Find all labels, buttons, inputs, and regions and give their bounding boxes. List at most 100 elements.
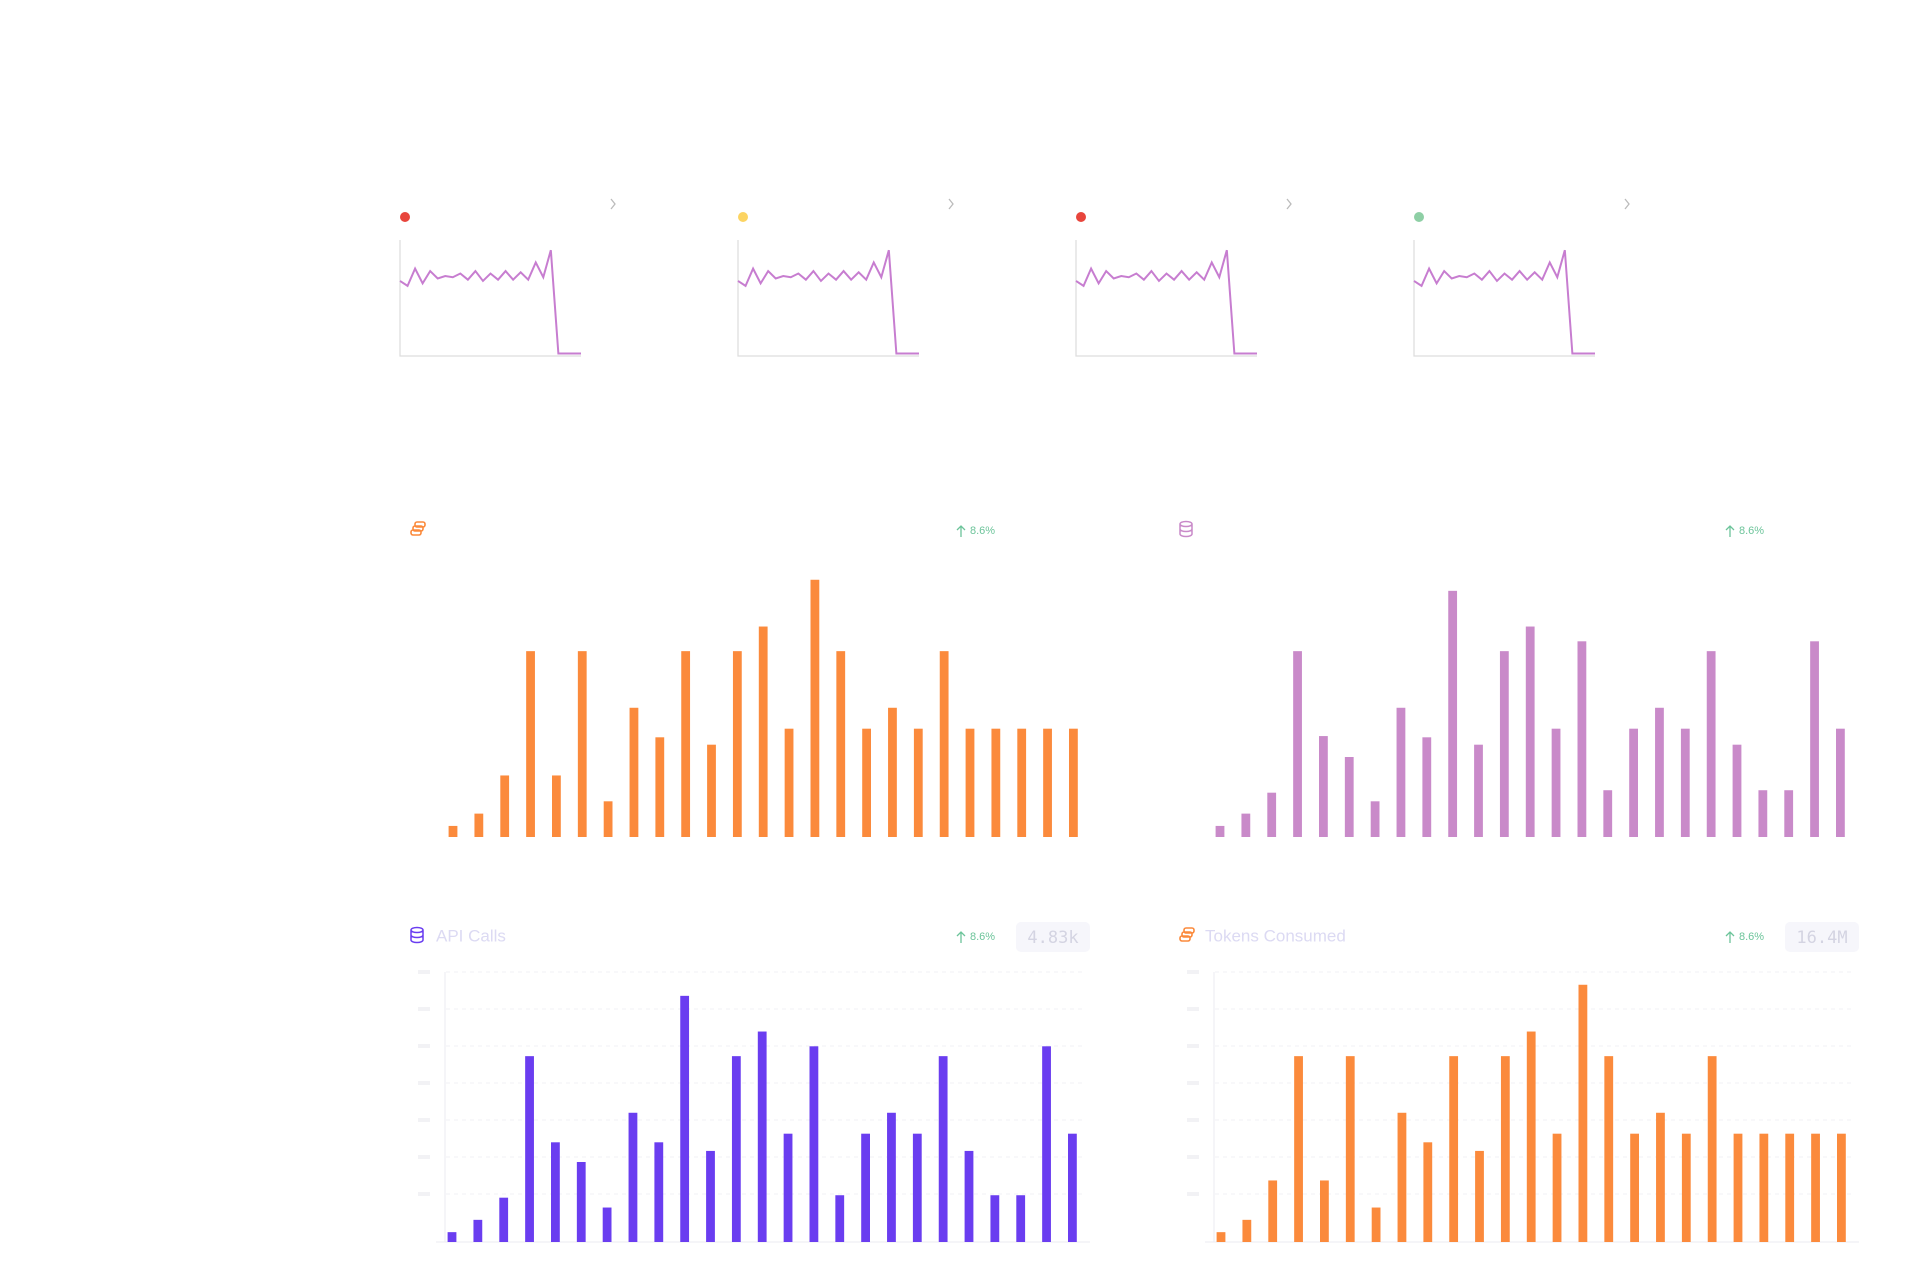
bar xyxy=(1371,1207,1381,1242)
sparkline-axes xyxy=(737,240,919,357)
change-label: 8.6% xyxy=(970,525,995,537)
bar xyxy=(474,813,484,837)
tick-placeholder xyxy=(1187,1192,1199,1196)
sparkline xyxy=(1413,249,1595,355)
bar xyxy=(1216,1232,1226,1242)
bar xyxy=(576,1161,586,1242)
bar xyxy=(784,728,794,837)
bar xyxy=(758,626,768,837)
bar xyxy=(1242,1219,1252,1242)
sparkline xyxy=(737,249,919,355)
bar xyxy=(1042,1046,1051,1242)
bar xyxy=(552,775,561,837)
bar xyxy=(1344,756,1354,837)
bar xyxy=(939,651,949,837)
tick-placeholder xyxy=(418,1044,430,1048)
bar xyxy=(1370,801,1380,837)
panel-total: 4.83k xyxy=(1027,928,1078,948)
sparkline-axes xyxy=(1075,240,1257,357)
bar xyxy=(1733,1133,1743,1242)
bar xyxy=(629,707,639,837)
bar xyxy=(1603,790,1613,837)
bar xyxy=(1655,707,1664,837)
status-dot xyxy=(1414,212,1424,222)
bar xyxy=(1681,1133,1691,1242)
bar xyxy=(757,1031,767,1242)
bar xyxy=(1319,736,1328,837)
tick-placeholder xyxy=(1187,1081,1199,1085)
tick-placeholder xyxy=(1187,1044,1199,1048)
bar xyxy=(1267,792,1277,837)
bar xyxy=(1474,744,1483,837)
bar xyxy=(1293,651,1302,837)
bar xyxy=(1551,728,1561,837)
database-icon xyxy=(1179,520,1193,538)
bar xyxy=(1396,707,1406,837)
bar xyxy=(861,1133,870,1242)
bar xyxy=(1499,651,1509,837)
bar xyxy=(1629,728,1638,837)
bar xyxy=(1043,728,1052,837)
bar xyxy=(1810,641,1819,837)
coins-icon xyxy=(1179,935,1191,942)
bar xyxy=(1448,590,1458,837)
tick-placeholder xyxy=(418,1081,430,1085)
change-label: 8.6% xyxy=(1739,525,1764,537)
change-label: 8.6% xyxy=(970,931,995,943)
bar xyxy=(1630,1133,1639,1242)
bar xyxy=(447,1232,457,1242)
sparkline xyxy=(1075,249,1257,355)
bar xyxy=(990,1195,1000,1242)
bar xyxy=(1837,1133,1846,1242)
total-pill xyxy=(1016,922,1090,952)
bar xyxy=(1758,790,1768,837)
bar xyxy=(602,1207,612,1242)
bar xyxy=(1784,790,1794,837)
bar xyxy=(1397,1112,1407,1242)
bar xyxy=(835,1195,845,1242)
bar xyxy=(912,1133,922,1242)
bar xyxy=(499,1197,509,1242)
tick-placeholder xyxy=(418,970,430,974)
bar xyxy=(1525,626,1535,837)
bar xyxy=(1552,1133,1562,1242)
status-dot xyxy=(400,212,410,222)
bar xyxy=(473,1219,483,1242)
status-dot xyxy=(1076,212,1086,222)
bar xyxy=(938,1056,948,1242)
bar xyxy=(964,1150,974,1242)
chevron-icon xyxy=(1286,198,1292,210)
bar xyxy=(1017,728,1027,837)
bar xyxy=(680,995,690,1242)
bar xyxy=(1016,1195,1026,1242)
bar xyxy=(1449,1056,1459,1242)
sparkline-axes xyxy=(1413,240,1595,357)
bar xyxy=(1069,728,1078,837)
chevron-icon xyxy=(1624,198,1630,210)
database-icon xyxy=(410,926,424,944)
tick-placeholder xyxy=(418,1155,430,1159)
bar xyxy=(1811,1133,1820,1242)
coins-icon xyxy=(412,525,424,532)
bar xyxy=(888,707,897,837)
bar xyxy=(1423,1142,1433,1242)
tick-placeholder xyxy=(1187,1007,1199,1011)
bar xyxy=(913,728,923,837)
bar xyxy=(991,728,1001,837)
bar xyxy=(603,801,613,837)
bar xyxy=(448,825,458,837)
bar xyxy=(1706,651,1716,837)
bar xyxy=(1680,728,1690,837)
bar xyxy=(1475,1150,1484,1242)
chevron-icon xyxy=(610,198,616,210)
bar xyxy=(965,728,975,837)
bar xyxy=(655,737,665,837)
arrow-up-icon xyxy=(956,931,966,943)
bar xyxy=(707,744,716,837)
total-pill xyxy=(1785,922,1859,952)
arrow-up-icon xyxy=(956,525,966,537)
arrow-up-icon xyxy=(1725,931,1735,943)
bar xyxy=(1577,641,1587,837)
tick-placeholder xyxy=(418,1118,430,1122)
